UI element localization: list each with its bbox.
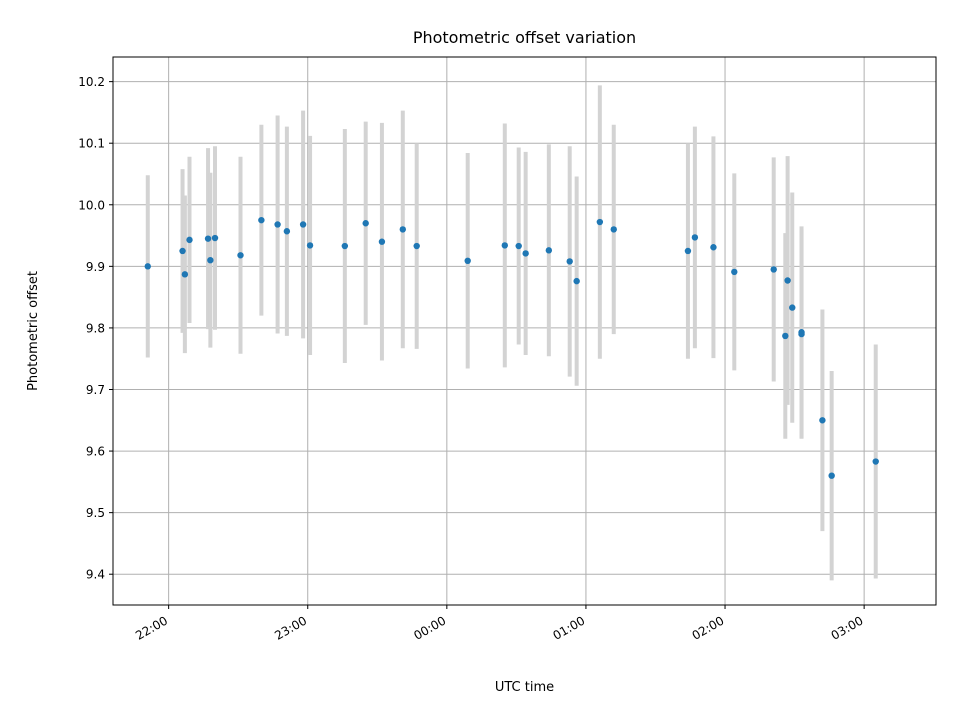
y-tick-label: 10.1 [78, 137, 105, 151]
y-tick-label: 9.7 [86, 383, 105, 397]
data-point [731, 268, 738, 276]
data-point [501, 242, 508, 249]
y-tick-label: 9.9 [86, 260, 105, 274]
x-tick-label: 00:00 [411, 613, 448, 642]
data-point [573, 277, 580, 285]
y-axis: 9.4 9.5 9.6 9.7 9.8 9.9 10.0 10.1 10.2 [78, 75, 113, 582]
data-point [204, 235, 212, 242]
data-point [782, 332, 789, 340]
data-point [299, 221, 307, 228]
y-tick-label: 9.4 [86, 568, 105, 582]
data-point [378, 238, 386, 245]
x-axis-label: UTC time [495, 680, 554, 695]
data-point [828, 472, 835, 479]
data-point [306, 242, 314, 249]
data-point [545, 247, 553, 254]
data-point [464, 257, 471, 265]
data-point [341, 242, 349, 250]
data-point [566, 258, 573, 265]
data-point [413, 242, 420, 250]
y-tick-label: 9.8 [86, 321, 105, 335]
y-axis-label: Photometric offset [26, 271, 41, 391]
data-point [691, 234, 699, 241]
data-point [179, 247, 186, 255]
errorbars [145, 85, 878, 581]
data-point [258, 216, 265, 224]
y-tick-label: 9.5 [86, 506, 105, 520]
y-tick-label: 10.0 [78, 198, 105, 212]
y-tick-label: 9.6 [86, 445, 105, 459]
data-point [181, 271, 189, 278]
x-tick-label: 22:00 [133, 613, 170, 642]
y-tick-label: 10.2 [78, 75, 105, 89]
x-axis: 22:00 23:00 00:00 01:00 02:00 03:00 [133, 605, 866, 643]
data-point [237, 252, 244, 259]
data-point [798, 330, 805, 338]
data-points [144, 216, 879, 479]
data-point [211, 234, 219, 242]
data-point [596, 218, 604, 226]
data-point [144, 263, 151, 270]
data-point [186, 236, 193, 244]
data-point [274, 221, 281, 228]
data-point [399, 226, 406, 233]
chart-title: Photometric offset variation [413, 28, 636, 47]
x-tick-label: 03:00 [829, 613, 866, 642]
data-point [610, 226, 617, 233]
data-point [207, 256, 214, 264]
x-tick-label: 23:00 [272, 613, 309, 642]
data-point [819, 417, 826, 424]
x-tick-label: 02:00 [690, 613, 727, 642]
data-point [784, 277, 791, 284]
data-point [515, 242, 522, 250]
data-point [770, 266, 777, 273]
x-tick-label: 01:00 [550, 613, 587, 642]
data-point [522, 250, 529, 257]
data-point [283, 228, 291, 235]
plot-frame [112, 56, 937, 606]
data-point [872, 458, 879, 465]
data-point [710, 244, 717, 251]
data-point [684, 247, 692, 255]
data-point [789, 304, 796, 311]
data-point [362, 220, 369, 227]
